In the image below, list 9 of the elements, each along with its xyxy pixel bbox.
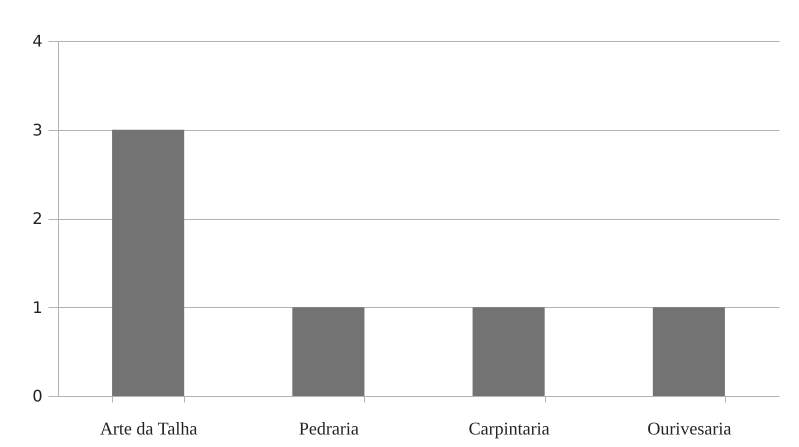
x-tick-label: Pedraria [298,418,359,438]
y-tick-label: 3 [32,120,42,140]
y-tick-label: 0 [32,386,42,406]
y-tick-label: 2 [32,209,42,228]
x-tick-label: Arte da Talha [100,418,198,438]
y-tick-label: 1 [32,298,42,317]
x-tick-label: Carpintaria [468,418,550,438]
y-tick-label: 4 [32,32,42,50]
x-tick-label: Ourivesaria [647,418,732,438]
